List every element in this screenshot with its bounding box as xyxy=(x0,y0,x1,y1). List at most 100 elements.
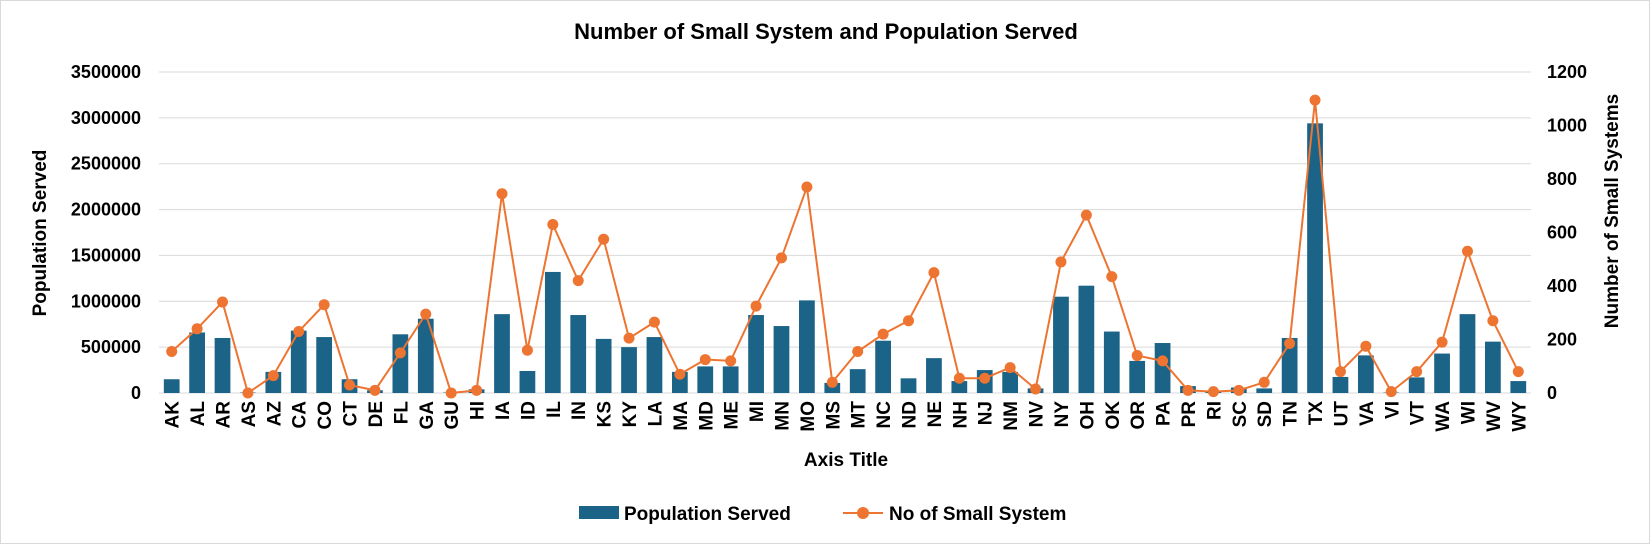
line-marker xyxy=(471,385,482,396)
x-tick-label: MA xyxy=(671,401,692,431)
x-tick-label: VI xyxy=(1382,401,1403,419)
x-axis-title: Axis Title xyxy=(804,450,888,471)
line-marker xyxy=(1462,246,1473,257)
x-tick-label: NE xyxy=(925,401,946,427)
line-marker xyxy=(1055,256,1066,267)
bar xyxy=(850,369,866,393)
y-tick-label: 3000000 xyxy=(71,108,141,128)
x-tick-label: CA xyxy=(290,401,311,429)
y-tick-label: 1500000 xyxy=(71,245,141,265)
y2-tick-label: 200 xyxy=(1547,330,1577,350)
bar xyxy=(570,315,586,393)
x-tick-label: VA xyxy=(1357,401,1378,426)
x-tick-label: WY xyxy=(1509,401,1530,432)
line-marker xyxy=(268,370,279,381)
bar xyxy=(1460,314,1476,393)
bar xyxy=(1333,377,1349,393)
y-tick-label: 1000000 xyxy=(71,291,141,311)
line-marker xyxy=(1335,366,1346,377)
bar xyxy=(316,337,332,393)
legend-marker-swatch xyxy=(857,507,869,519)
x-tick-label: NH xyxy=(950,401,971,428)
x-tick-label: IL xyxy=(544,401,565,418)
bar xyxy=(215,338,231,393)
line-marker xyxy=(420,309,431,320)
bar xyxy=(647,337,663,393)
line-marker xyxy=(1106,271,1117,282)
line-marker xyxy=(344,379,355,390)
bar xyxy=(901,378,917,393)
x-tick-label: SC xyxy=(1230,401,1251,428)
line-marker xyxy=(1132,350,1143,361)
line-marker xyxy=(1030,383,1041,394)
line-marker xyxy=(1487,315,1498,326)
gridlines xyxy=(159,72,1531,393)
line-marker xyxy=(547,219,558,230)
y-axis-title: Population Served xyxy=(30,150,51,317)
x-tick-label: MN xyxy=(772,401,793,431)
x-tick-label: AS xyxy=(239,401,260,427)
line-marker xyxy=(446,388,457,399)
line-marker xyxy=(1081,210,1092,221)
bar xyxy=(799,300,815,393)
line-marker xyxy=(319,299,330,310)
bar xyxy=(697,366,713,393)
x-tick-label: NV xyxy=(1027,401,1048,428)
bar xyxy=(1002,372,1018,393)
line-marker xyxy=(954,373,965,384)
line-marker xyxy=(293,326,304,337)
line-marker xyxy=(1386,386,1397,397)
legend: Population Served No of Small System xyxy=(579,504,1066,525)
x-tick-label: AZ xyxy=(264,401,285,427)
x-tick-label: HI xyxy=(468,401,489,420)
line-marker xyxy=(1005,362,1016,373)
x-tick-label: MI xyxy=(747,401,768,422)
x-tick-label: MT xyxy=(849,401,870,429)
bar xyxy=(1129,361,1145,393)
x-tick-label: ME xyxy=(722,401,743,430)
x-tick-label: WA xyxy=(1433,401,1454,432)
x-tick-label: KS xyxy=(595,401,616,427)
line-marker xyxy=(801,182,812,193)
bar xyxy=(875,341,891,393)
x-tick-label: ND xyxy=(900,401,921,428)
line-marker xyxy=(369,385,380,396)
y-tick-label: 2000000 xyxy=(71,200,141,220)
bar xyxy=(1358,355,1374,393)
x-tick-label: NM xyxy=(1001,401,1022,431)
y-tick-label: 3500000 xyxy=(71,62,141,82)
legend-label-systems: No of Small System xyxy=(889,504,1066,525)
y2-axis-title: Number of Small Systems xyxy=(1602,94,1623,328)
x-tick-label: GA xyxy=(417,401,438,430)
line-marker xyxy=(598,234,609,245)
bar xyxy=(596,339,612,393)
x-tick-label: NC xyxy=(874,401,895,429)
x-tick-label: KY xyxy=(620,401,641,428)
x-tick-label: RI xyxy=(1204,401,1225,420)
line-marker xyxy=(1437,337,1448,348)
bar xyxy=(494,314,510,393)
line-marker xyxy=(217,297,228,308)
bar xyxy=(520,371,536,393)
line-marker xyxy=(1310,95,1321,106)
y2-tick-label: 1000 xyxy=(1547,116,1587,136)
line-marker xyxy=(1183,385,1194,396)
y2-tick-label: 600 xyxy=(1547,223,1577,243)
x-tick-label: SD xyxy=(1255,401,1276,427)
x-tick-label: IN xyxy=(569,401,590,420)
bar xyxy=(1104,332,1120,393)
line-marker xyxy=(700,354,711,365)
bar xyxy=(748,315,764,393)
y2-tick-label: 400 xyxy=(1547,276,1577,296)
bar xyxy=(189,332,205,393)
x-tick-label: NY xyxy=(1052,401,1073,428)
x-tick-label: AL xyxy=(188,401,209,427)
bar xyxy=(1256,388,1272,393)
x-tick-label: TN xyxy=(1281,401,1302,426)
y2-tick-label: 800 xyxy=(1547,169,1577,189)
line-marker xyxy=(166,346,177,357)
x-tick-label: OR xyxy=(1128,401,1149,430)
x-tick-label: VT xyxy=(1408,401,1429,426)
